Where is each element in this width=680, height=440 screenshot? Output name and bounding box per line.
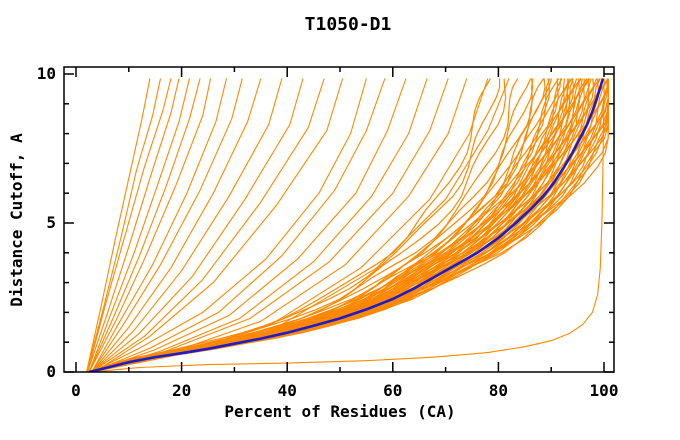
model-curve [87,78,172,372]
x-tick-label: 0 [71,381,81,400]
chart-title: T1050-D1 [305,14,392,35]
model-curve [91,78,283,372]
model-curve [91,78,449,372]
axis-ticks [64,67,614,373]
model-curve [88,78,601,372]
model-curve [91,78,262,372]
model-curve [91,78,428,372]
model-curve [91,94,605,372]
model-curves-layer [86,78,609,372]
model-curve [88,78,201,372]
model-curve [87,78,180,372]
x-axis-label: Percent of Residues (CA) [224,402,455,421]
model-curve [88,78,191,372]
model-curve [91,78,325,372]
highlighted-model-curve [88,78,605,372]
y-axis-label: Distance Cutoff, A [7,133,26,307]
model-curve [87,78,501,372]
model-curve [91,78,304,372]
model-curve [91,78,407,372]
model-curve [88,78,212,372]
x-tick-labels: 0 20 40 60 80 100 [71,381,618,400]
model-curve [91,78,243,372]
y-tick-labels: 0 5 10 [37,64,56,381]
x-tick-label: 80 [489,381,508,400]
model-curve [86,78,162,372]
x-tick-label: 40 [278,381,297,400]
model-curve [94,78,344,372]
model-curve [91,78,228,372]
model-curve [91,78,367,372]
model-curve [88,78,578,372]
plot-border [63,66,615,373]
y-tick-label: 5 [46,213,56,232]
model-curve [87,78,582,372]
x-tick-label: 20 [172,381,191,400]
model-curve [86,78,492,372]
y-tick-label: 10 [37,64,56,83]
y-tick-label: 0 [46,362,56,381]
model-curve [91,78,386,372]
x-tick-label: 100 [590,381,619,400]
model-curve [86,78,151,372]
x-tick-label: 60 [383,381,402,400]
model-curve [91,78,468,372]
